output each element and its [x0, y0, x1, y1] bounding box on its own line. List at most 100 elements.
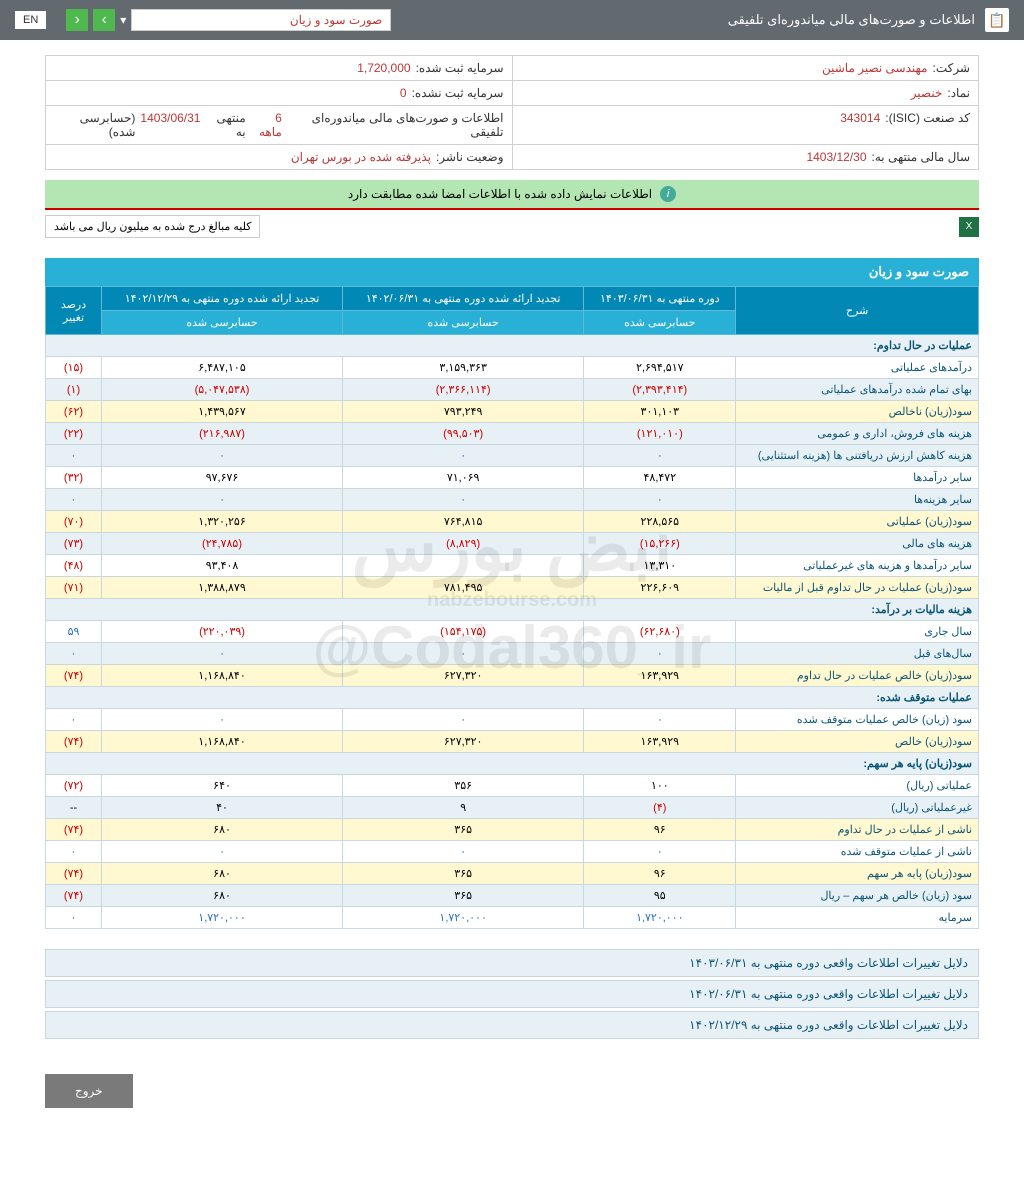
table-row: ناشی از عملیات متوقف شده۰۰۰۰	[46, 841, 979, 863]
table-row: ناشی از عملیات در حال تداوم۹۶۳۶۵۶۸۰(۷۴)	[46, 819, 979, 841]
exit-button[interactable]: خروج	[45, 1074, 133, 1108]
row-label: سود(زیان) خالص	[736, 731, 979, 753]
cell-value: ۱,۱۶۸,۸۴۰	[101, 665, 342, 687]
cell-value: ۰	[101, 841, 342, 863]
table-row: سرمایه۱,۷۲۰,۰۰۰۱,۷۲۰,۰۰۰۱,۷۲۰,۰۰۰۰	[46, 907, 979, 929]
footer-link[interactable]: دلایل تغییرات اطلاعات واقعی دوره منتهی ب…	[45, 980, 979, 1008]
cell-value: ۰	[101, 643, 342, 665]
match-banner: i اطلاعات نمایش داده شده با اطلاعات امضا…	[45, 180, 979, 210]
isic-label: کد صنعت (ISIC):	[885, 111, 970, 139]
cell-value: ۳۶۵	[343, 863, 584, 885]
cell-value: (۷۱)	[46, 577, 102, 599]
info-icon: i	[660, 186, 676, 202]
row-label: هزینه های مالی	[736, 533, 979, 555]
cell-value: ۱,۷۲۰,۰۰۰	[343, 907, 584, 929]
cell-value: (۷۰)	[46, 511, 102, 533]
cell-value: ۰	[46, 907, 102, 929]
cell-value: ۳۰۱,۱۰۳	[584, 401, 736, 423]
cell-value: ۴۰	[101, 797, 342, 819]
cell-value: ۶۲۷,۳۲۰	[343, 731, 584, 753]
report-label: اطلاعات و صورت‌های مالی میاندوره‌ای تلفی…	[287, 111, 504, 139]
cell-value: ۷۱,۰۶۹	[343, 467, 584, 489]
report-date: 1403/06/31	[140, 111, 200, 139]
cell-value: ۰	[343, 709, 584, 731]
cell-value: ۵۹	[46, 621, 102, 643]
row-label: سود(زیان) خالص عملیات در حال تداوم	[736, 665, 979, 687]
table-row: درآمدهای عملیاتی۲,۶۹۴,۵۱۷۳,۱۵۹,۳۶۳۶,۴۸۷,…	[46, 357, 979, 379]
cell-value: ۶۴۰	[101, 775, 342, 797]
fiscal-label: سال مالی منتهی به:	[872, 150, 970, 164]
row-label: سود(زیان) عملیاتی	[736, 511, 979, 533]
header-title: اطلاعات و صورت‌های مالی میاندوره‌ای تلفی…	[728, 12, 975, 28]
table-row: سال‌های قبل۰۰۰۰	[46, 643, 979, 665]
cell-value: ۴۸,۴۷۲	[584, 467, 736, 489]
cell-value: ۱,۳۸۸,۸۷۹	[101, 577, 342, 599]
section-label: عملیات متوقف شده:	[46, 687, 979, 709]
report-filter-select[interactable]: صورت سود و زیان	[131, 9, 391, 31]
section-label: سود(زیان) پایه هر سهم:	[46, 753, 979, 775]
cell-value: ۹۷,۶۷۶	[101, 467, 342, 489]
cell-value: ۷۶۴,۸۱۵	[343, 511, 584, 533]
fiscal-value: 1403/12/30	[806, 150, 866, 164]
cell-value: ۳,۱۵۹,۳۶۳	[343, 357, 584, 379]
language-toggle[interactable]: EN	[15, 11, 46, 29]
table-row: سایر هزینه‌ها۰۰۰۰	[46, 489, 979, 511]
table-row: سال جاری(۶۲,۶۸۰)(۱۵۴,۱۷۵)(۲۲۰,۰۳۹)۵۹	[46, 621, 979, 643]
row-label: بهای تمام شده درآمدهای عملیاتی	[736, 379, 979, 401]
cell-value: (۷۴)	[46, 665, 102, 687]
cell-value: (۷۳)	[46, 533, 102, 555]
nav-next-button[interactable]: ›	[93, 9, 115, 31]
row-label: ناشی از عملیات متوقف شده	[736, 841, 979, 863]
section-label: هزینه مالیات بر درآمد:	[46, 599, 979, 621]
cell-value	[343, 555, 584, 577]
row-label: سود(زیان) پایه هر سهم	[736, 863, 979, 885]
cell-value: ۱۳,۳۱۰	[584, 555, 736, 577]
symbol-label: نماد:	[947, 86, 970, 100]
col-period-3: تجدید ارائه شده دوره منتهی به ۱۴۰۲/۱۲/۲۹	[101, 287, 342, 311]
row-label: غیرعملیاتی (ریال)	[736, 797, 979, 819]
cell-value: (۷۲)	[46, 775, 102, 797]
row-label: هزینه های فروش، اداری و عمومی	[736, 423, 979, 445]
cell-value: (۶۲)	[46, 401, 102, 423]
cell-value: ۶۸۰	[101, 819, 342, 841]
row-label: سود(زیان) ناخالص	[736, 401, 979, 423]
cell-value: (۷۴)	[46, 819, 102, 841]
company-info-panel: شرکت:مهندسی نصیر ماشین سرمایه ثبت شده:1,…	[45, 55, 979, 170]
table-row: سود(زیان) عملیاتی۲۲۸,۵۶۵۷۶۴,۸۱۵۱,۳۲۰,۲۵۶…	[46, 511, 979, 533]
cell-value: ۷۸۱,۴۹۵	[343, 577, 584, 599]
row-label: سود(زیان) عملیات در حال تداوم قبل از مال…	[736, 577, 979, 599]
dropdown-icon[interactable]: ▾	[120, 13, 126, 27]
cell-value: (۵,۰۴۷,۵۳۸)	[101, 379, 342, 401]
cell-value: (۱)	[46, 379, 102, 401]
col-audited-2: حسابرسی شده	[343, 311, 584, 335]
row-label: سایر هزینه‌ها	[736, 489, 979, 511]
table-row: سود(زیان) خالص۱۶۳,۹۲۹۶۲۷,۳۲۰۱,۱۶۸,۸۴۰(۷۴…	[46, 731, 979, 753]
cell-value: ۹۵	[584, 885, 736, 907]
table-row: سایر درآمدها۴۸,۴۷۲۷۱,۰۶۹۹۷,۶۷۶(۳۲)	[46, 467, 979, 489]
nav-prev-button[interactable]: ‹	[66, 9, 88, 31]
cell-value: ۱۰۰	[584, 775, 736, 797]
table-title: صورت سود و زیان	[45, 258, 979, 286]
table-row: بهای تمام شده درآمدهای عملیاتی(۲,۳۹۳,۴۱۴…	[46, 379, 979, 401]
cell-value: ۳۶۵	[343, 885, 584, 907]
cell-value: (۱۵,۲۶۶)	[584, 533, 736, 555]
cell-value: ۰	[46, 841, 102, 863]
cell-value: (۱۵۴,۱۷۵)	[343, 621, 584, 643]
cell-value: (۲۲)	[46, 423, 102, 445]
cell-value: (۴۸)	[46, 555, 102, 577]
footer-link[interactable]: دلایل تغییرات اطلاعات واقعی دوره منتهی ب…	[45, 1011, 979, 1039]
cell-value: ۰	[584, 841, 736, 863]
cell-value: ۰	[343, 643, 584, 665]
match-message: اطلاعات نمایش داده شده با اطلاعات امضا ش…	[348, 187, 652, 201]
section-label: عملیات در حال تداوم:	[46, 335, 979, 357]
cell-value: ۲,۶۹۴,۵۱۷	[584, 357, 736, 379]
cell-value: ۰	[584, 445, 736, 467]
cell-value: ۶۲۷,۳۲۰	[343, 665, 584, 687]
table-row: عملیاتی (ریال)۱۰۰۳۵۶۶۴۰(۷۲)	[46, 775, 979, 797]
cell-value: ۱۶۳,۹۲۹	[584, 731, 736, 753]
report-audit: (حسابرسی شده)	[54, 111, 135, 139]
footer-link[interactable]: دلایل تغییرات اطلاعات واقعی دوره منتهی ب…	[45, 949, 979, 977]
excel-export-icon[interactable]: X	[959, 217, 979, 237]
cell-value: (۱۲۱,۰۱۰)	[584, 423, 736, 445]
cell-value: ۰	[101, 445, 342, 467]
